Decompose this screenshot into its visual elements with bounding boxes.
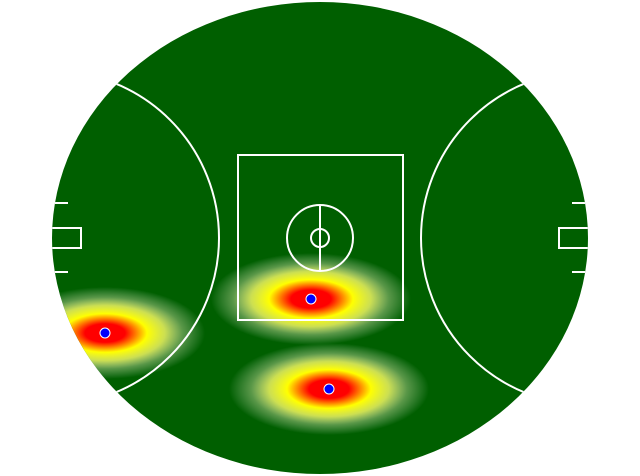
- centre-square: [237, 154, 404, 321]
- point: [305, 293, 317, 305]
- right-goal-square: [558, 227, 588, 249]
- right-arc: [420, 70, 588, 406]
- point: [99, 327, 111, 339]
- left-arc: [52, 70, 220, 406]
- point: [323, 383, 335, 395]
- left-goal-square: [52, 227, 82, 249]
- points-layer: [99, 293, 335, 395]
